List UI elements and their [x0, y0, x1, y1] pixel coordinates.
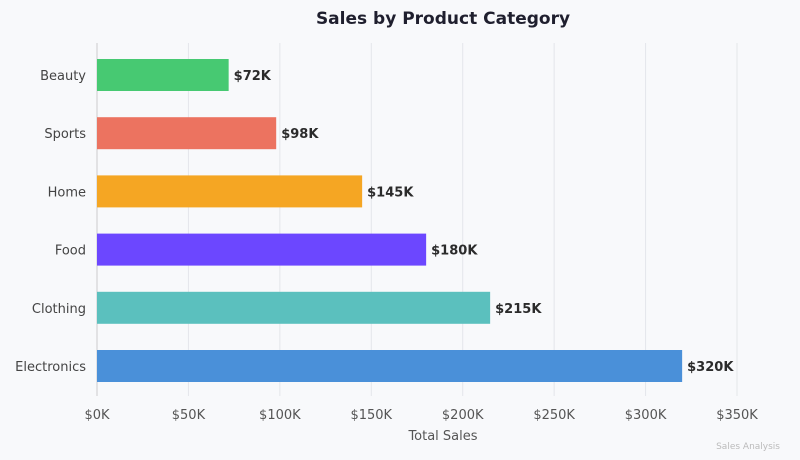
- category-label-clothing: Clothing: [32, 302, 86, 317]
- x-tick-label: $150K: [350, 408, 392, 423]
- category-label-home: Home: [48, 185, 86, 200]
- value-label-sports: $98K: [281, 127, 319, 142]
- bar-electronics: [97, 350, 683, 382]
- value-label-beauty: $72K: [234, 69, 272, 84]
- category-label-beauty: Beauty: [40, 69, 86, 84]
- value-label-electronics: $320K: [687, 360, 734, 375]
- value-label-home: $145K: [367, 185, 414, 200]
- bars: [97, 59, 683, 382]
- footer-note: Sales Analysis: [716, 442, 780, 452]
- category-labels: Electronics Clothing Food Home Sports Beauty: [15, 69, 86, 375]
- value-label-clothing: $215K: [495, 302, 542, 317]
- x-tick-label: $100K: [259, 408, 301, 423]
- category-label-food: Food: [55, 244, 86, 259]
- x-tick-label: $200K: [442, 408, 484, 423]
- x-axis-label: Total Sales: [407, 429, 477, 444]
- x-tick-label: $0K: [84, 408, 110, 423]
- value-label-food: $180K: [431, 244, 478, 259]
- bar-home: [97, 175, 363, 208]
- bar-food: [97, 233, 427, 266]
- x-tick-labels: $0K $50K $100K $150K $200K $250K $300K $350K: [84, 408, 758, 423]
- x-tick-label: $300K: [625, 408, 667, 423]
- x-tick-label: $50K: [172, 408, 206, 423]
- bar-clothing: [97, 291, 491, 324]
- grid: [96, 43, 738, 396]
- x-tick-label: $250K: [533, 408, 575, 423]
- x-tick-label: $350K: [716, 408, 758, 423]
- category-label-electronics: Electronics: [15, 360, 86, 375]
- value-labels: $320K $215K $180K $145K $98K $72K: [234, 69, 735, 375]
- bar-beauty: [97, 59, 229, 91]
- chart-title: Sales by Product Category: [316, 9, 570, 29]
- bar-sports: [97, 117, 277, 150]
- category-label-sports: Sports: [44, 127, 86, 142]
